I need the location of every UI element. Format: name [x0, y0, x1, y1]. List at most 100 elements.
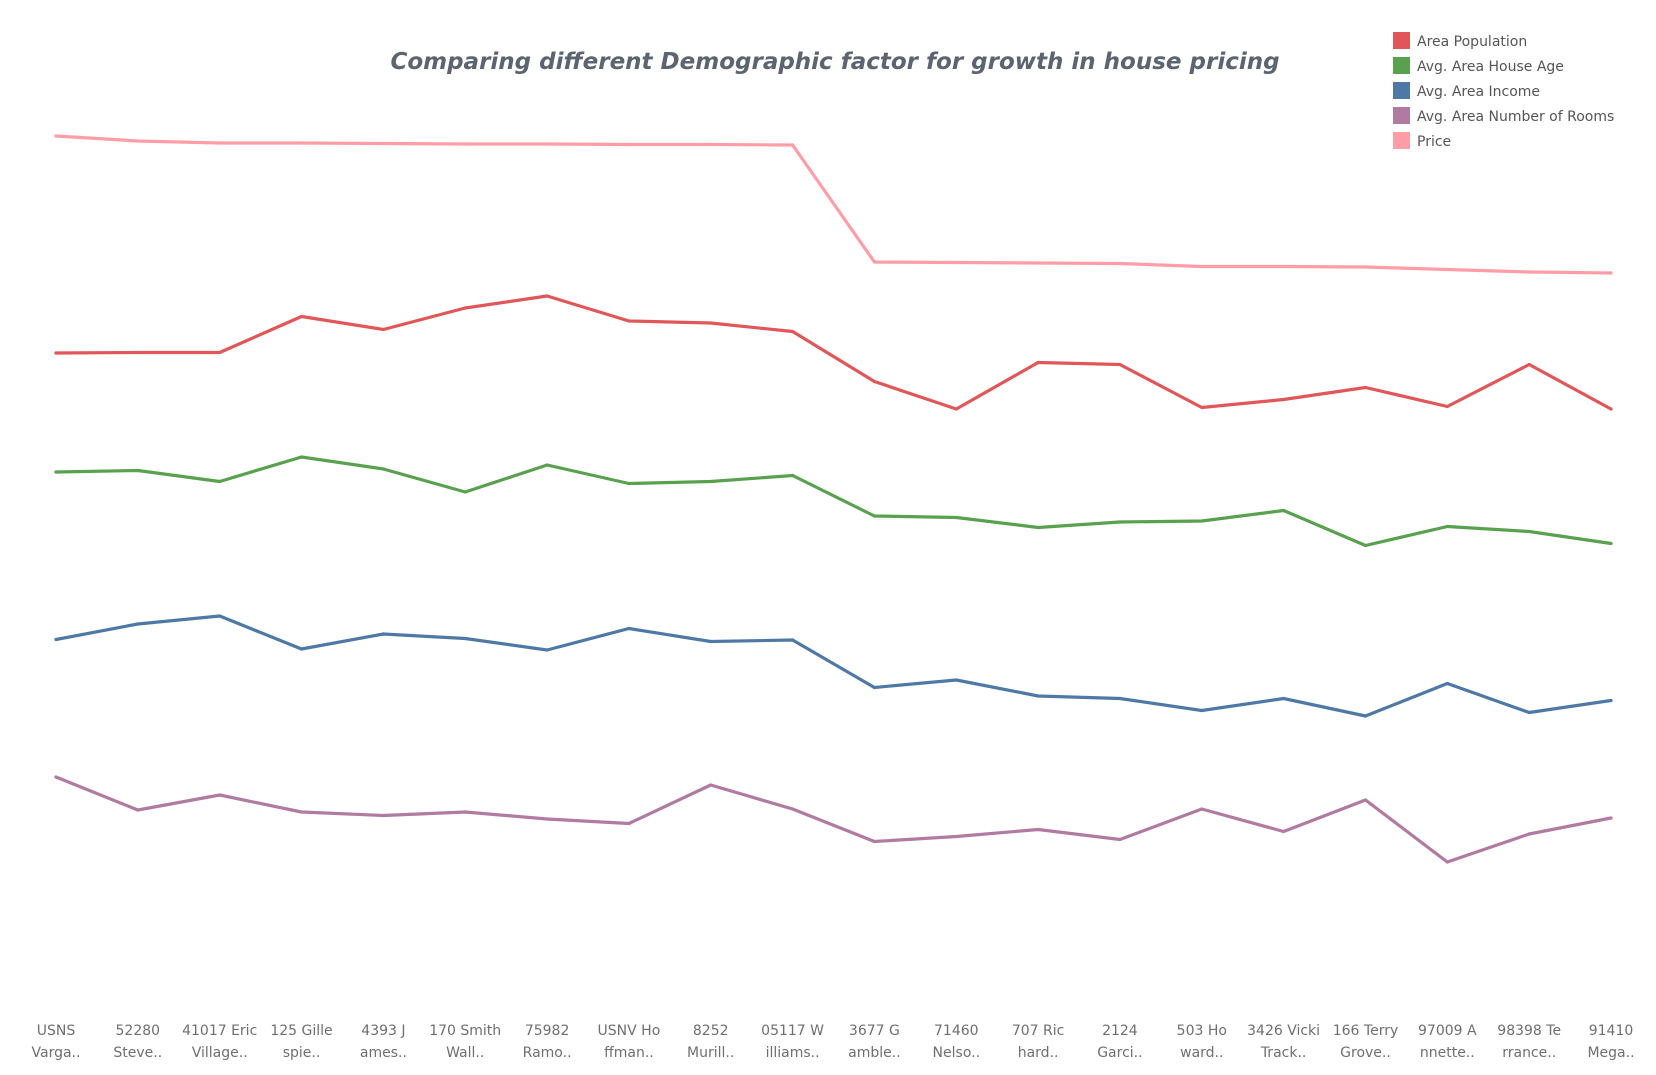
- x-tick-label-line: 170 Smith: [429, 1023, 501, 1039]
- data-point-price-1: [136, 139, 140, 143]
- data-point-avg-area-house-age-9: [791, 473, 795, 478]
- data-point-avg-area-number-of-rooms-13: [1118, 837, 1122, 842]
- legend-item-avg-area-number-of-rooms: Avg. Area Number of Rooms: [1393, 107, 1614, 125]
- data-point-avg-area-income-3: [299, 647, 304, 651]
- x-tick-label-line: 125 Gille: [270, 1023, 332, 1039]
- data-point-price-11: [954, 260, 958, 265]
- data-point-avg-area-house-age-14: [1200, 519, 1204, 523]
- x-axis: USNS Varga.. 52280 Steve.. 41017 Eric Village…: [32, 1023, 1635, 1061]
- series-avg-area-number-of-rooms: [54, 775, 1613, 864]
- data-point-avg-area-house-age-5: [463, 490, 467, 494]
- data-point-area-population-16: [1363, 385, 1368, 390]
- legend-swatch: [1393, 32, 1410, 49]
- data-point-avg-area-house-age-13: [1118, 520, 1122, 524]
- data-point-price-7: [627, 142, 631, 147]
- data-point-avg-area-house-age-0: [54, 470, 58, 474]
- data-point-price-12: [1036, 261, 1040, 265]
- data-point-area-population-9: [791, 329, 795, 334]
- x-tick-label-line: ffman..: [604, 1045, 654, 1061]
- data-point-area-population-12: [1036, 360, 1040, 365]
- x-tick-label-line: Mega..: [1587, 1045, 1634, 1061]
- data-point-avg-area-house-age-8: [709, 479, 713, 484]
- data-point-avg-area-house-age-4: [381, 467, 385, 471]
- data-point-avg-area-house-age-10: [872, 514, 877, 518]
- data-point-avg-area-number-of-rooms-17: [1445, 860, 1449, 864]
- data-point-avg-area-house-age-12: [1036, 525, 1040, 530]
- data-point-avg-area-income-11: [954, 678, 958, 682]
- data-point-area-population-14: [1200, 405, 1204, 410]
- data-point-price-18: [1527, 270, 1531, 274]
- x-tick-label-line: Village..: [192, 1045, 248, 1061]
- data-point-avg-area-house-age-17: [1445, 524, 1449, 529]
- x-tick-label: 97009 A nnette..: [1418, 1023, 1477, 1061]
- series-line-avg-area-income: [54, 614, 1613, 718]
- data-point-price-19: [1609, 271, 1613, 275]
- x-tick-label: 75982 Ramo..: [523, 1023, 572, 1061]
- data-point-avg-area-income-19: [1609, 698, 1613, 703]
- x-tick-label: 4393 J ames..: [360, 1023, 407, 1061]
- x-tick-label-line: 166 Terry: [1333, 1023, 1399, 1039]
- x-tick-label-line: 3426 Vicki: [1247, 1023, 1320, 1039]
- data-point-avg-area-income-15: [1282, 696, 1286, 701]
- data-point-price-13: [1118, 261, 1122, 266]
- x-tick-label-line: 91410: [1589, 1023, 1634, 1039]
- legend-label: Avg. Area Number of Rooms: [1417, 109, 1614, 125]
- data-point-avg-area-income-17: [1445, 681, 1449, 686]
- legend-label: Area Population: [1417, 34, 1527, 50]
- x-tick-label-line: Ramo..: [523, 1045, 572, 1061]
- data-point-area-population-4: [381, 327, 385, 332]
- data-point-area-population-10: [872, 379, 877, 384]
- data-point-area-population-8: [709, 321, 713, 325]
- legend-item-area-population: Area Population: [1393, 32, 1527, 50]
- legend: Area Population Avg. Area House Age Avg. A…: [1393, 32, 1614, 150]
- data-point-price-14: [1200, 264, 1204, 269]
- data-point-avg-area-number-of-rooms-1: [136, 808, 140, 812]
- data-point-area-population-19: [1609, 407, 1613, 411]
- x-tick-label: USNS Varga..: [32, 1023, 81, 1061]
- data-point-price-17: [1445, 267, 1449, 272]
- x-tick-label-line: 75982: [525, 1023, 570, 1039]
- data-point-price-10: [872, 260, 877, 264]
- x-tick-label: 98398 Te rrance..: [1497, 1023, 1561, 1061]
- series-line-area-population: [54, 294, 1613, 411]
- data-point-avg-area-number-of-rooms-2: [218, 793, 222, 797]
- x-tick-label: 170 Smith Wall..: [429, 1023, 501, 1061]
- data-point-area-population-5: [463, 306, 467, 310]
- data-point-avg-area-number-of-rooms-3: [299, 810, 304, 814]
- data-point-avg-area-number-of-rooms-19: [1609, 816, 1613, 820]
- data-point-price-2: [218, 141, 222, 145]
- data-point-avg-area-number-of-rooms-11: [954, 834, 958, 839]
- x-tick-label-line: Track..: [1260, 1045, 1307, 1061]
- data-point-area-population-17: [1445, 404, 1449, 409]
- data-point-avg-area-income-13: [1118, 696, 1122, 701]
- series-avg-area-house-age: [54, 455, 1613, 548]
- x-tick-label: 503 Ho ward..: [1177, 1023, 1227, 1061]
- x-tick-label: 41017 Eric Village..: [182, 1023, 257, 1061]
- data-point-avg-area-house-age-18: [1527, 529, 1531, 534]
- x-tick-label-line: 707 Ric: [1012, 1023, 1065, 1039]
- x-tick-label-line: Grove..: [1340, 1045, 1391, 1061]
- x-tick-label: 125 Gille spie..: [270, 1023, 332, 1061]
- data-point-avg-area-income-5: [463, 636, 467, 641]
- data-point-price-3: [299, 141, 304, 145]
- data-point-area-population-3: [299, 314, 304, 319]
- data-point-avg-area-income-16: [1363, 714, 1368, 718]
- x-tick-label-line: 8252: [693, 1023, 729, 1039]
- series-layer: [54, 134, 1613, 864]
- x-tick-label: 8252 Murill..: [687, 1023, 734, 1061]
- legend-item-avg-area-house-age: Avg. Area House Age: [1393, 57, 1564, 75]
- data-point-avg-area-number-of-rooms-14: [1200, 807, 1204, 811]
- data-point-area-population-11: [954, 407, 958, 411]
- data-point-avg-area-number-of-rooms-9: [791, 807, 795, 811]
- x-tick-label-line: 52280: [116, 1023, 161, 1039]
- data-point-avg-area-number-of-rooms-8: [709, 783, 713, 787]
- x-tick-label-line: Murill..: [687, 1045, 734, 1061]
- data-point-avg-area-income-7: [627, 626, 631, 631]
- series-line-avg-area-number-of-rooms: [54, 775, 1613, 864]
- x-tick-label-line: 97009 A: [1418, 1023, 1477, 1039]
- data-point-avg-area-number-of-rooms-0: [54, 775, 58, 779]
- data-point-avg-area-number-of-rooms-4: [381, 813, 385, 818]
- series-price: [54, 134, 1613, 275]
- x-tick-label-line: 2124: [1102, 1023, 1138, 1039]
